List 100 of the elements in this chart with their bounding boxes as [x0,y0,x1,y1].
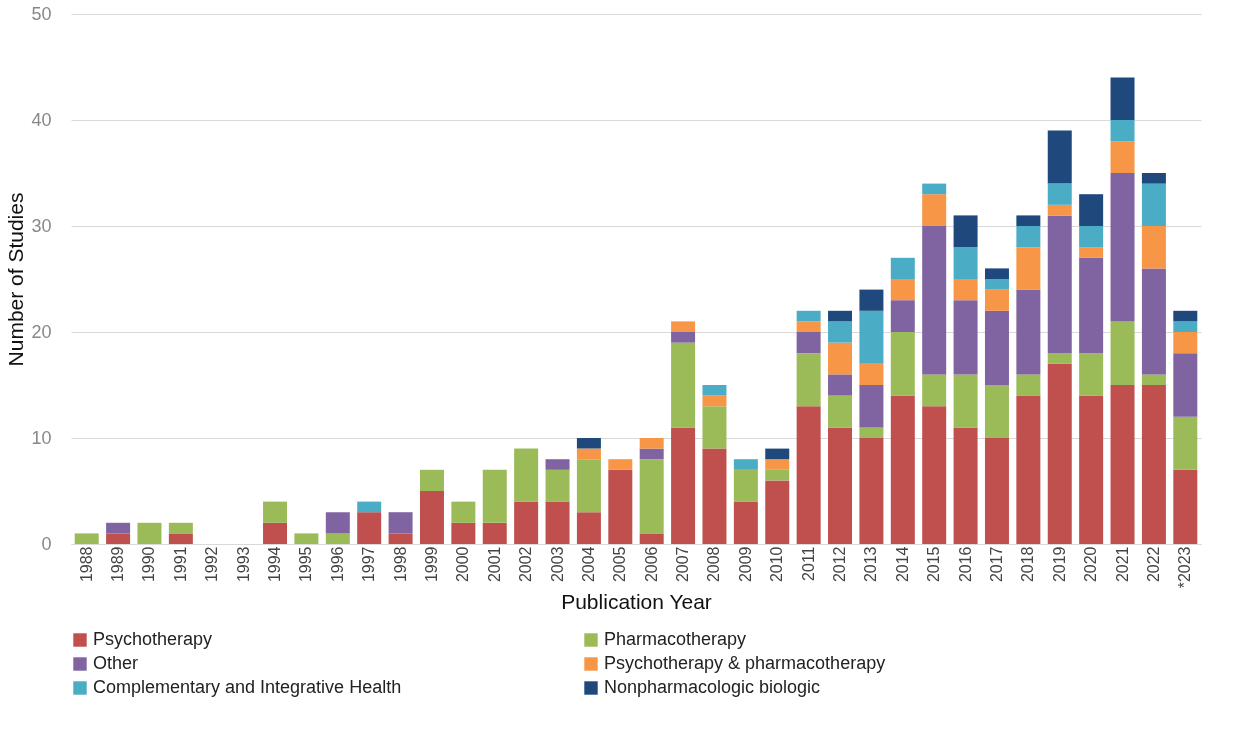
x-tick-label: 1989 [109,546,127,583]
bar [639,438,664,449]
bar [890,257,915,279]
bar [1079,226,1104,248]
bar [671,321,696,332]
bar [953,374,978,428]
x-tick-label: 2006 [642,546,660,583]
bar [671,332,696,343]
bar [1047,183,1072,205]
bar [388,533,413,544]
y-tick-label: 30 [31,215,52,236]
x-tick-label: 2016 [956,546,974,583]
bar [702,395,727,407]
bar [576,512,601,544]
bar [1016,395,1041,544]
bar [1016,226,1041,248]
bar [922,226,947,375]
x-tick-label: 1999 [422,546,440,583]
x-tick-label: 2018 [1019,546,1037,583]
x-tick-label: 1988 [77,546,95,583]
bar [545,501,570,544]
bar [1047,363,1072,544]
bar [1173,469,1198,544]
bar [922,194,947,226]
bar [1141,374,1166,385]
bar [608,459,633,470]
x-tick-label: 1990 [140,546,158,583]
bar [796,310,821,322]
bar [1047,130,1072,184]
x-tick-label: 2007 [674,546,692,583]
bar [765,469,790,481]
bar [828,321,853,343]
bar [1079,395,1104,544]
bar [984,310,1009,385]
bar [1141,226,1166,269]
bar [1110,321,1135,385]
bar [1079,194,1104,226]
y-tick-label: 50 [31,3,52,24]
bar [953,427,978,544]
bar [576,438,601,449]
bar [1016,215,1041,226]
bar [357,512,382,544]
x-tick-label: 1997 [360,546,378,583]
bar [1110,173,1135,322]
bar [1047,204,1072,216]
bar [1079,257,1104,354]
bar [545,469,570,502]
bar [796,332,821,354]
legend-label: Psychotherapy [93,629,213,649]
x-tick-label: 1992 [203,546,221,583]
bar [733,469,758,502]
bar [451,522,476,544]
legend-label: Nonpharmacologic biologic [604,677,821,697]
bar [137,522,162,544]
x-axis-title: Publication Year [561,590,712,614]
bar [325,533,350,544]
bar [419,491,444,544]
bar [106,522,131,534]
bar [1141,268,1166,375]
bar [325,512,350,534]
bar [922,374,947,407]
bar [1110,141,1135,173]
bar [1141,385,1166,544]
x-tick-label: 2022 [1144,546,1162,583]
bar [1173,332,1198,354]
bar [828,374,853,396]
bar [74,533,99,544]
bar [1047,215,1072,354]
x-tick-label: 2021 [1113,546,1131,583]
x-tick-label: 1991 [171,546,189,583]
bar [796,353,821,407]
bar [733,501,758,544]
bar [639,533,664,544]
bar [859,385,884,428]
x-tick-label: 2010 [768,546,786,583]
x-tick-label: 2011 [799,546,817,581]
bar [263,501,288,523]
bar [514,501,539,544]
bar [702,385,727,396]
x-tick-label: 2002 [517,546,535,583]
x-tick-label: *2023 [1176,546,1194,589]
bar [1173,310,1198,322]
bar [859,438,884,544]
bar [765,480,790,544]
bar [1079,353,1104,396]
bar [576,459,601,513]
bar [1110,120,1135,142]
bar [1141,183,1166,226]
y-tick-label: 40 [31,109,52,130]
x-tick-label: 2008 [705,546,723,583]
x-tick-label: 2017 [987,546,1005,583]
bar [890,395,915,544]
bar [1047,353,1072,364]
bar [890,300,915,332]
legend-label: Psychotherapy & pharmacotherapy [604,653,886,673]
bar [482,469,507,523]
bar [984,268,1009,279]
bar [357,501,382,513]
bar [1173,416,1198,470]
bar [953,279,978,301]
